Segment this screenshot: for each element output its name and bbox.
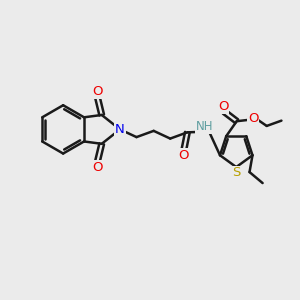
Text: O: O: [178, 149, 188, 162]
Text: O: O: [248, 112, 258, 125]
Text: O: O: [92, 161, 103, 174]
Text: O: O: [218, 100, 228, 113]
Text: S: S: [232, 167, 240, 179]
Text: O: O: [92, 85, 103, 98]
Text: N: N: [115, 123, 125, 136]
Text: NH: NH: [196, 120, 214, 133]
